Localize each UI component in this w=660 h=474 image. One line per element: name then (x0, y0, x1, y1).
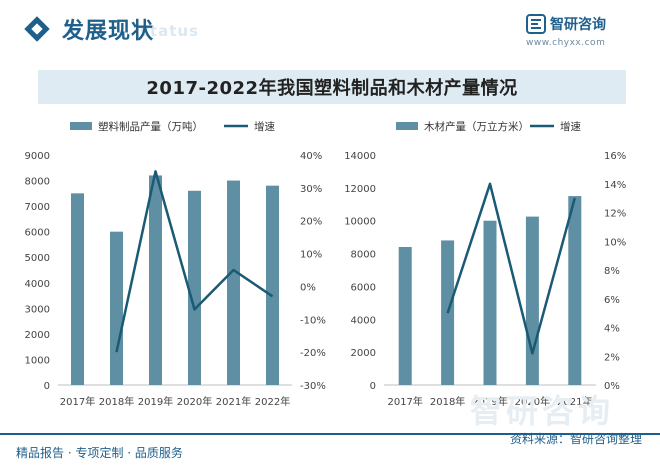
growth-line (446, 182, 577, 355)
watermark: 智研咨询 (470, 392, 615, 430)
legend-label: 增速 (560, 120, 581, 133)
left-axis-tick-label: 0 (44, 381, 50, 392)
brand-name: 智研咨询 (550, 17, 606, 33)
left-axis-tick-label: 8000 (25, 177, 50, 188)
right-axis-tick-label: -10% (300, 315, 326, 326)
left-axis-tick-label: 1000 (25, 355, 50, 366)
right-axis-tick-label: 0% (300, 282, 316, 293)
left-axis-tick-label: 7000 (25, 202, 50, 213)
bar (483, 220, 497, 385)
x-axis-tick-label: 2021年 (557, 395, 592, 408)
legend-label: 塑料制品产量（万吨） (98, 120, 203, 133)
left-axis-tick-label: 3000 (25, 304, 50, 315)
page-header: status 发展现状 智研咨询 www.chyxx.com (0, 0, 660, 62)
charts-canvas: 0 1000 2000 3000 4000 5000 6000 7000 8000 9000 -30… (25, 120, 627, 408)
right-axis-tick-label: 20% (300, 217, 322, 228)
left-axis-tick-label: 4000 (25, 279, 50, 290)
x-axis-tick-label: 2018年 (99, 395, 134, 408)
bar (71, 193, 84, 385)
legend-label: 增速 (254, 120, 275, 133)
x-axis-tick-label: 2018年 (430, 395, 465, 408)
left-axis-tick-label: 5000 (25, 253, 50, 264)
legend-swatch-bar (396, 122, 418, 130)
left-axis-tick-label: 9000 (25, 151, 50, 162)
brand-logo: 智研咨询 www.chyxx.com (526, 12, 636, 52)
legend-swatch-bar (70, 122, 92, 130)
brand-logo-icon (526, 14, 546, 34)
x-axis-tick-label: 2019年 (472, 395, 507, 408)
left-axis-tick-label: 6000 (25, 228, 50, 239)
diamond-icon (24, 16, 50, 42)
x-axis-tick-label: 2019年 (138, 395, 173, 408)
right-axis-tick-label: -20% (300, 348, 326, 359)
right-axis-tick-label: 0% (604, 381, 620, 392)
bar (525, 216, 539, 385)
right-axis-tick-label: 30% (300, 184, 322, 195)
bar (188, 190, 201, 385)
legend-label: 木材产量（万立方米） (424, 120, 529, 133)
footer-divider (0, 433, 660, 435)
right-axis-tick-label: -30% (300, 381, 326, 392)
footer-tagline: 精品报告 · 专项定制 · 品质服务 (16, 446, 183, 460)
right-axis-tick-label: 12% (604, 209, 626, 220)
right-axis-tick-label: 6% (604, 295, 620, 306)
section-title: 发展现状 (62, 19, 155, 44)
right-axis-tick-label: 10% (604, 237, 626, 248)
left-axis-tick-label: 6000 (351, 282, 376, 293)
left-axis-tick-label: 10000 (344, 217, 376, 228)
bar (149, 175, 162, 385)
right-axis-tick-label: 40% (300, 151, 322, 162)
right-axis-tick-label: 14% (604, 180, 626, 191)
x-axis-tick-label: 2022年 (255, 395, 290, 408)
header-ghost-text: status (140, 22, 199, 40)
bar (227, 180, 240, 385)
bar (110, 231, 123, 385)
x-axis-tick-label: 2020年 (177, 395, 212, 408)
x-axis-tick-label: 2020年 (515, 395, 550, 408)
bar (398, 247, 412, 385)
growth-line (115, 170, 274, 353)
right-axis-tick-label: 4% (604, 324, 620, 335)
bar (266, 185, 279, 385)
left-axis-tick-label: 4000 (351, 315, 376, 326)
bar (568, 196, 582, 385)
left-axis-tick-label: 0 (370, 381, 376, 392)
brand-url: www.chyxx.com (526, 38, 606, 48)
right-axis-tick-label: 16% (604, 151, 626, 162)
right-axis-tick-label: 8% (604, 266, 620, 277)
right-axis-tick-label: 10% (300, 250, 322, 261)
right-axis-tick-label: 2% (604, 352, 620, 363)
left-axis-tick-label: 2000 (25, 330, 50, 341)
left-axis-tick-label: 12000 (344, 184, 376, 195)
footer-source: 资料来源：智研咨询整理 (509, 432, 642, 446)
left-axis-tick-label: 2000 (351, 348, 376, 359)
x-axis-tick-label: 2017年 (387, 395, 422, 408)
chart-title-band: 2017-2022年我国塑料制品和木材产量情况 (38, 70, 626, 104)
x-axis-tick-label: 2017年 (60, 395, 95, 408)
left-axis-tick-label: 8000 (351, 250, 376, 261)
chart-title: 2017-2022年我国塑料制品和木材产量情况 (146, 78, 518, 99)
left-axis-tick-label: 14000 (344, 151, 376, 162)
x-axis-tick-label: 2021年 (216, 395, 251, 408)
